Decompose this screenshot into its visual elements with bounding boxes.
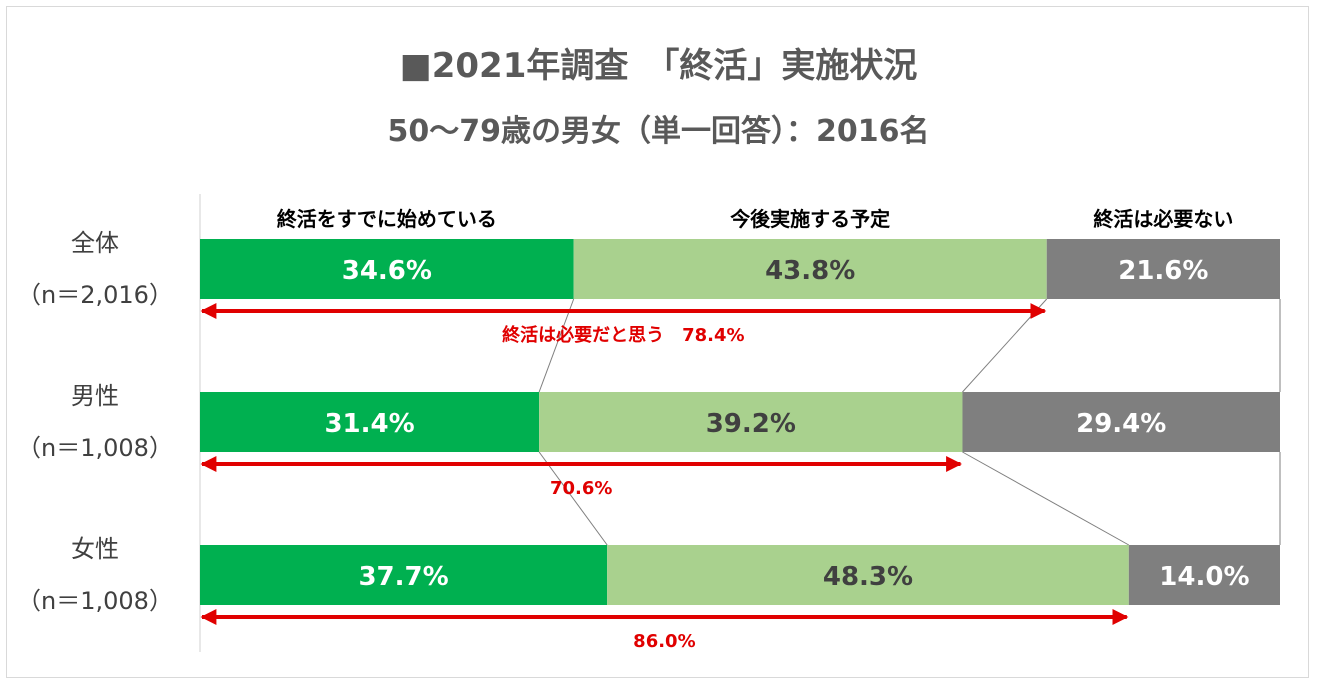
series-label: 今後実施する予定 bbox=[730, 207, 890, 231]
annotation-label: 70.6% bbox=[550, 478, 612, 499]
group-n-label: （n＝2,016） bbox=[17, 281, 173, 309]
bar-segment bbox=[607, 545, 1129, 605]
series-label: 終活は必要ない bbox=[1093, 207, 1233, 231]
chart-title: ■2021年調査 「終活」実施状況 bbox=[399, 46, 918, 86]
annotation-label: 終活は必要だと思う 78.4% bbox=[502, 324, 744, 346]
series-label: 終活をすでに始めている bbox=[277, 207, 497, 231]
bar-value-label: 34.6% bbox=[342, 256, 432, 286]
group-label: 全体 bbox=[71, 229, 119, 257]
bar-segment bbox=[200, 545, 608, 605]
bar-value-label: 43.8% bbox=[765, 256, 855, 286]
bar-segment bbox=[200, 239, 574, 299]
bar-segment bbox=[1128, 545, 1280, 605]
bar-value-label: 21.6% bbox=[1118, 256, 1208, 286]
group-n-label: （n＝1,008） bbox=[17, 587, 173, 615]
chart-subtitle: 50～79歳の男女（単一回答）：2016名 bbox=[387, 114, 930, 149]
group-n-label: （n＝1,008） bbox=[17, 434, 173, 462]
bar-segment bbox=[539, 392, 963, 452]
annotation-label: 86.0% bbox=[633, 631, 695, 652]
bar-segment bbox=[200, 392, 540, 452]
bar-segment bbox=[573, 239, 1047, 299]
group-label: 男性 bbox=[71, 382, 119, 410]
bar-value-label: 48.3% bbox=[823, 562, 913, 592]
bar-value-label: 37.7% bbox=[358, 562, 448, 592]
bar-value-label: 14.0% bbox=[1159, 562, 1249, 592]
group-label: 女性 bbox=[71, 535, 119, 563]
bar-value-label: 31.4% bbox=[324, 409, 414, 439]
bar-segment bbox=[962, 392, 1280, 452]
bar-value-label: 39.2% bbox=[706, 409, 796, 439]
bar-segment bbox=[1046, 239, 1280, 299]
connector-line bbox=[962, 451, 1130, 546]
bar-value-label: 29.4% bbox=[1076, 409, 1166, 439]
